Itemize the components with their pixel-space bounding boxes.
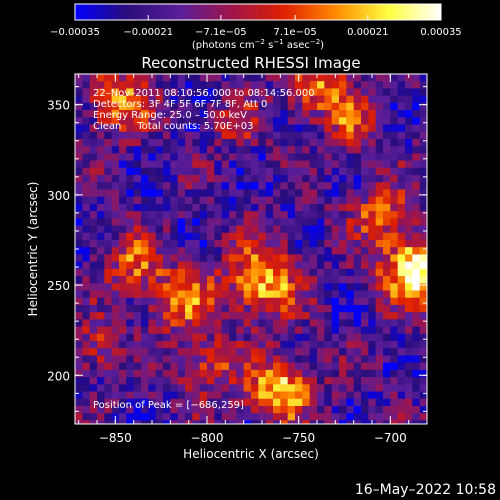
- x-axis-label: Heliocentric X (arcsec): [183, 447, 319, 461]
- x-tick-label: −800: [191, 431, 224, 445]
- colorbar-units: (photons cm−2 s−1 asec−2): [192, 38, 324, 51]
- colorbar: [74, 3, 442, 21]
- x-tick-label: −700: [374, 431, 407, 445]
- x-tick-label: −850: [99, 431, 132, 445]
- chart-title: Reconstructed RHESSI Image: [141, 54, 360, 72]
- y-tick-label: 350: [47, 99, 70, 113]
- colorbar-tick-label: −0.00035: [50, 27, 100, 38]
- axes: −850 −800 −750 −700 200 250 300 350: [47, 74, 428, 445]
- colorbar-tick-label: 7.1e−05: [274, 27, 317, 38]
- colorbar-ticks: −0.00035 −0.00021 −7.1e−05 7.1e−05 0.00021 0.…: [50, 15, 462, 38]
- y-tick-label: 300: [47, 189, 70, 203]
- colorbar-tick-label: 0.00035: [420, 27, 461, 38]
- colorbar-tick-label: −7.1e−05: [195, 27, 247, 38]
- y-axis-label: Heliocentric Y (arcsec): [26, 182, 40, 317]
- colorbar-tick-label: 0.00021: [347, 27, 388, 38]
- annotation-time-range: 22–Nov–2011 08:10:56.000 to 08:14:56.000: [93, 88, 315, 99]
- x-tick-label: −750: [282, 431, 315, 445]
- footer-timestamp: 16–May–2022 10:58: [355, 482, 496, 498]
- annotation-peak: Position of Peak = [−686,259]: [93, 400, 244, 411]
- annotation-detectors: Detectors: 3F 4F 5F 6F 7F 8F, Att 0: [93, 99, 267, 110]
- annotation-clean: Clean Total counts: 5.70E+03: [93, 121, 253, 132]
- heatmap-image: [75, 74, 427, 424]
- annotation-energy: Energy Range: 25.0 – 50.0 keV: [93, 110, 247, 121]
- y-tick-label: 200: [47, 369, 70, 383]
- y-tick-label: 250: [47, 279, 70, 293]
- colorbar-tick-label: −0.00021: [123, 27, 173, 38]
